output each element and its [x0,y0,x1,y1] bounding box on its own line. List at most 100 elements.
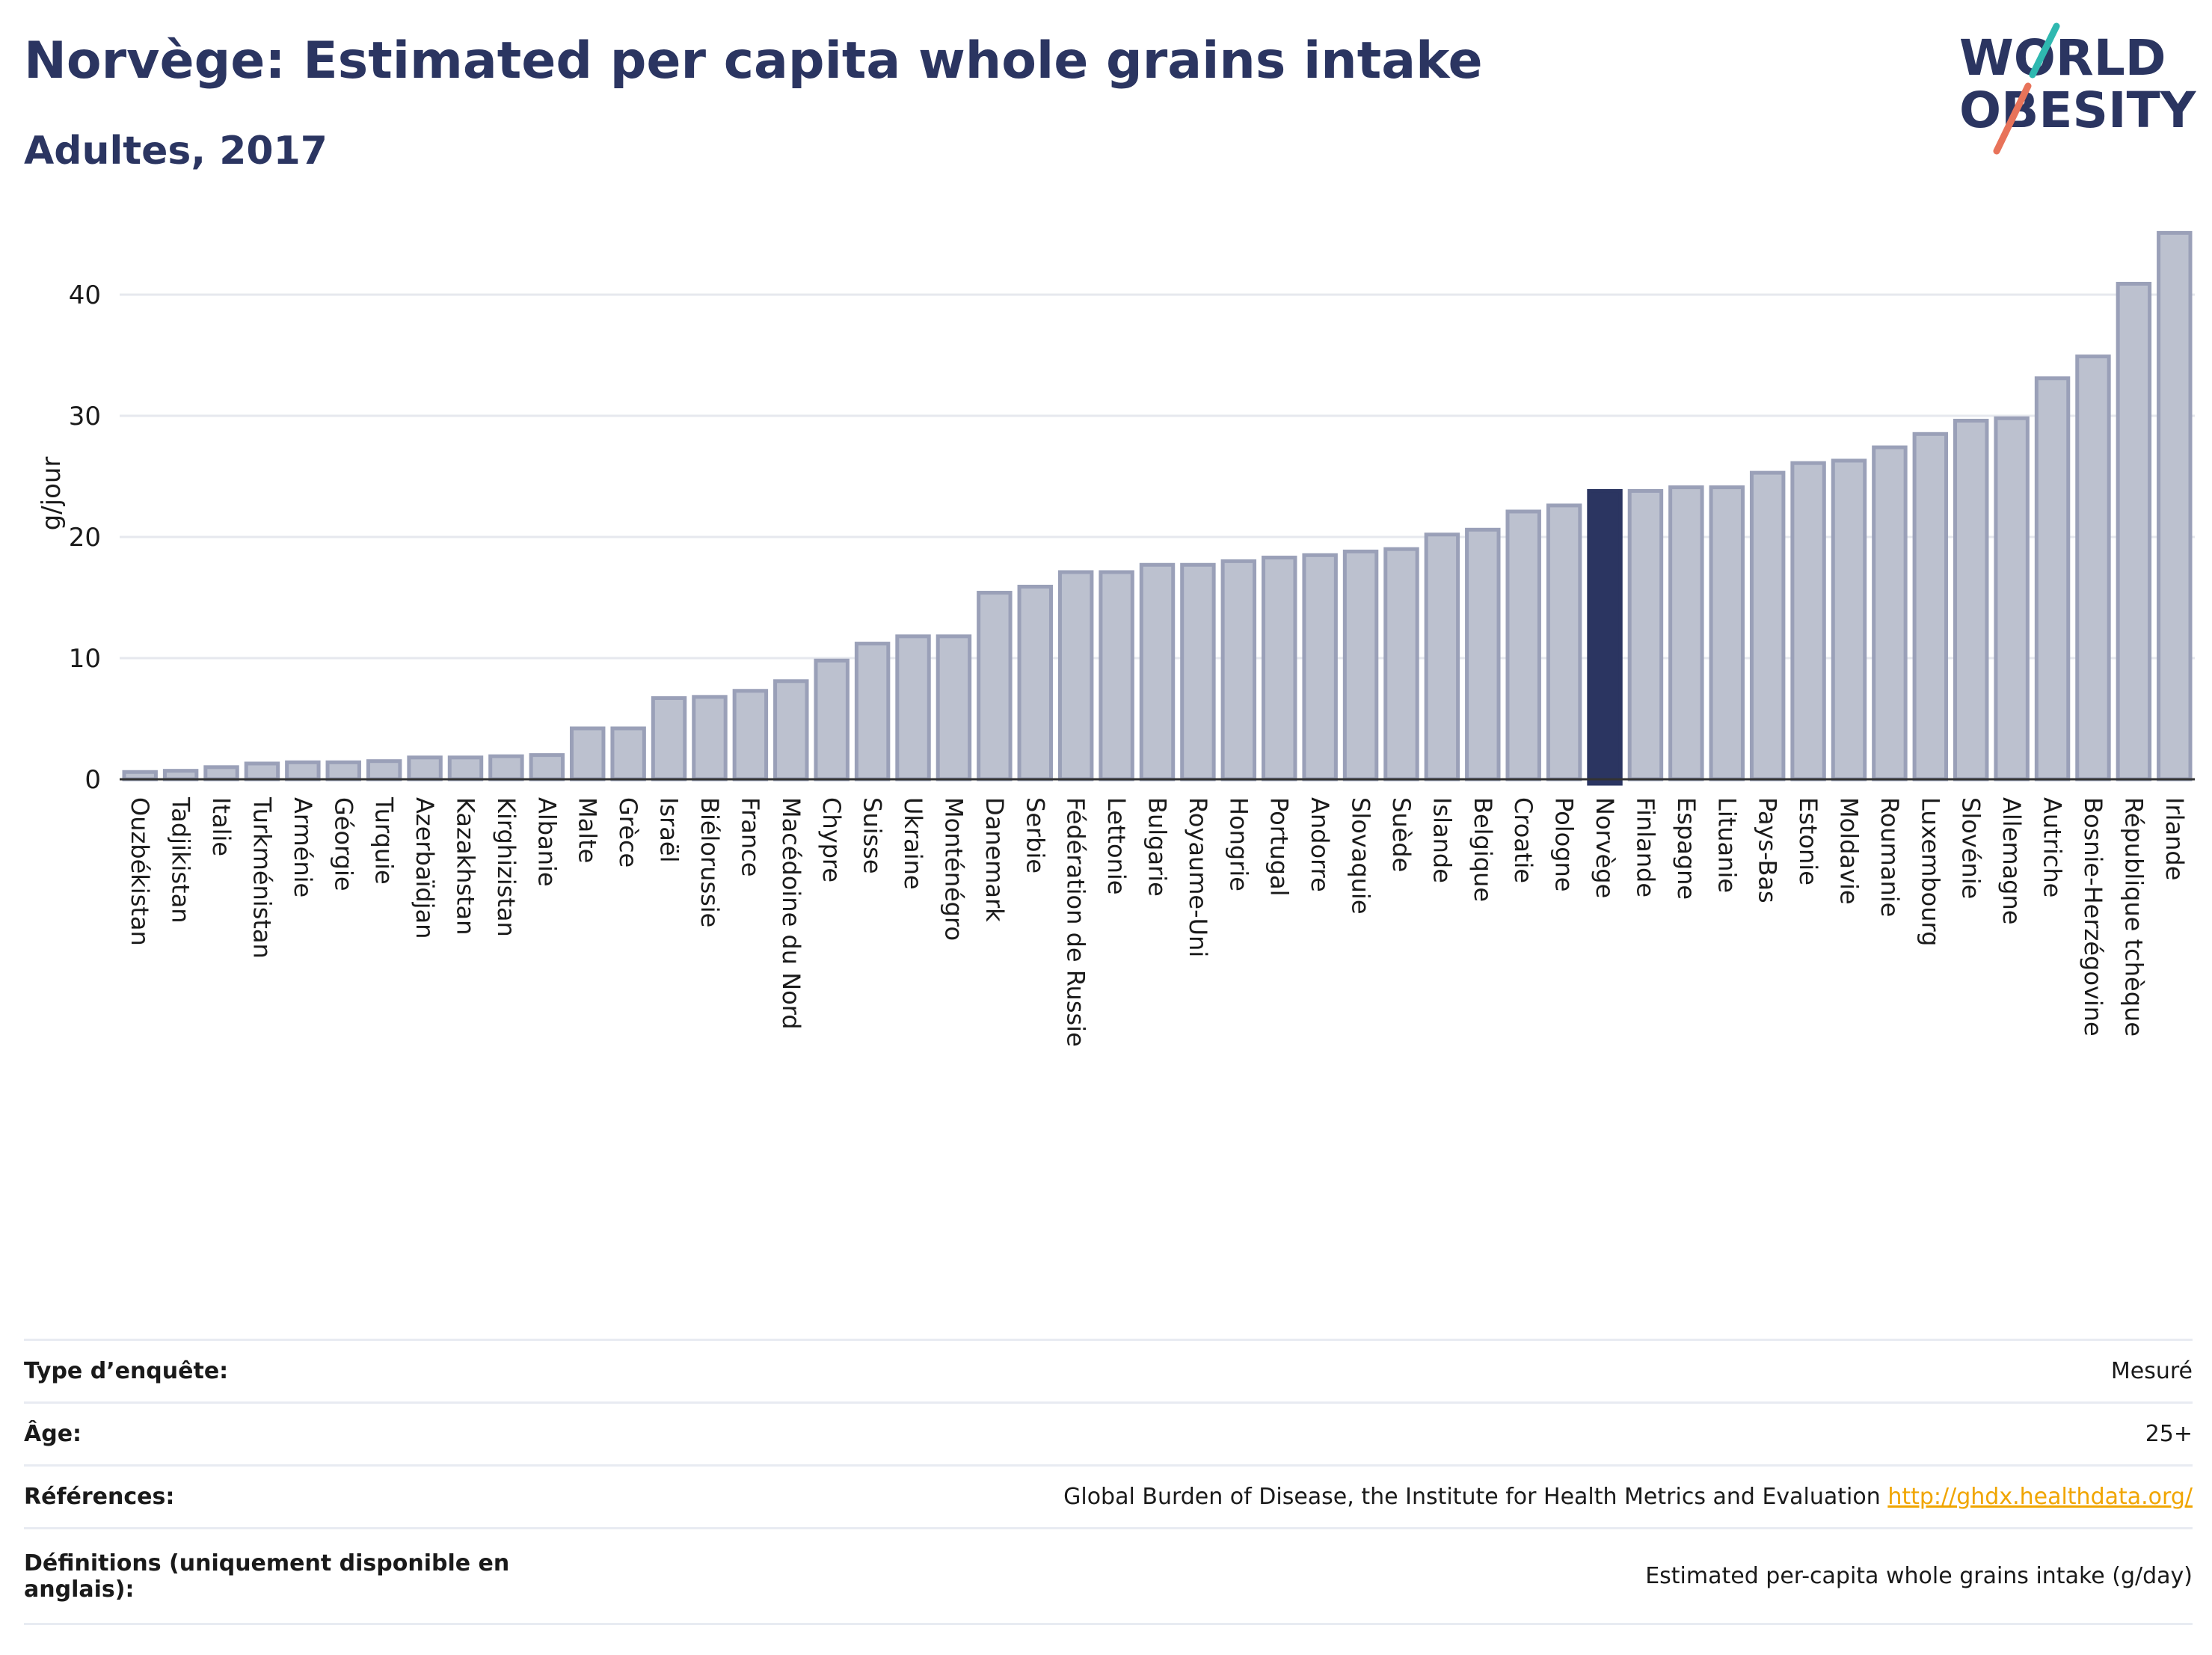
x-tick-label: Chypre [817,797,846,882]
bar-Albanie [529,753,565,782]
logo-slash-coral [1993,82,2032,155]
info-value-text: 25+ [2145,1421,2193,1447]
logo-text-obesity: OBESITY [1959,82,2197,139]
x-tick-label: Ouzbékistan [126,797,154,946]
x-axis-labels: Ouzbékistan Tadjikistan Italie Turkménistan… [126,796,2189,1047]
x-tick-label: Pologne [1550,797,1579,891]
x-tick-label: Luxembourg [1916,797,1944,946]
bar-Slovénie [1953,418,1989,782]
bar-Suède [1383,547,1419,782]
bar-Macédoine du Nord [773,679,809,782]
logo-slash-teal [2029,22,2060,79]
bar-Turkménistan [244,761,280,782]
bar-Irlande [2157,230,2193,782]
bar-Malte [570,726,606,782]
info-label: Références: [24,1484,175,1510]
y-tick-label: 0 [85,765,101,795]
x-tick-label: Arménie [289,797,317,897]
info-value: Estimated per-capita whole grains intake… [1645,1563,2193,1589]
bar-Lituanie [1709,485,1745,782]
x-tick-label: Pays-Bas [1754,797,1782,903]
x-tick-label: Bosnie-Herzégovine [2079,797,2107,1037]
info-value: Mesuré [2111,1358,2193,1384]
logo-text-world: WORLD [1959,29,2166,87]
reference-link[interactable]: http://ghdx.healthdata.org/ [1887,1484,2193,1510]
bar-Royaume-Uni [1180,562,1216,782]
bar-Bulgarie [1139,562,1176,782]
x-tick-label: Israël [655,797,683,862]
info-label: Définitions (uniquement disponible en an… [24,1550,510,1603]
bar-Danemark [977,591,1013,782]
x-tick-label: Roumanie [1875,797,1904,917]
bar-Roumanie [1872,445,1908,782]
x-tick-label: Fédération de Russie [1062,797,1090,1047]
x-tick-label: Portugal [1265,797,1294,897]
bar-Portugal [1262,556,1297,782]
bar-Norvège [1587,488,1623,786]
bar-Pays-Bas [1749,470,1786,782]
x-tick-label: Kazakhstan [452,797,480,935]
bar-Luxembourg [1912,432,1949,782]
x-tick-label: Royaume-Uni [1184,797,1212,957]
x-tick-label: Finlande [1631,797,1659,897]
bar-chart: Ouzbékistan Tadjikistan Italie Turkménistan… [37,230,2195,1047]
bar-Turquie [366,759,402,782]
chart-subtitle: Adultes, 2017 [24,129,328,174]
info-value: 25+ [2145,1421,2193,1447]
x-tick-label: Suède [1387,797,1416,872]
x-tick-label: Géorgie [329,797,357,891]
x-tick-label: Lettonie [1102,797,1131,894]
info-value-text: Mesuré [2110,1358,2193,1384]
bar-Slovaquie [1342,549,1379,782]
x-tick-label: Ukraine [899,797,927,890]
bar-France [732,689,769,782]
x-tick-label: Italie [207,797,236,856]
x-tick-label: Tadjikistan [167,796,195,923]
x-tick-label: Turquie [370,796,399,885]
x-tick-label: Suisse [858,797,887,874]
bar-Croatie [1505,509,1541,782]
bar-Grèce [610,726,646,782]
bar-Arménie [285,760,321,782]
bar-Azerbaïdjan [407,755,443,782]
bar-Estonie [1790,461,1826,782]
x-tick-label: Bulgarie [1143,797,1172,897]
x-tick-label: Irlande [2160,797,2189,880]
bar-Serbie [1017,584,1053,782]
world-obesity-logo: WORLD OBESITY [1959,22,2197,155]
x-tick-label: Autriche [2039,797,2067,897]
bar-Lettonie [1099,570,1134,782]
y-tick-label: 20 [69,523,101,553]
x-tick-label: Allemagne [1997,797,2026,924]
y-tick-label: 30 [69,402,101,432]
x-tick-label: Espagne [1672,797,1701,900]
x-tick-label: Grèce [614,797,642,868]
y-axis-ticks: 0 10 20 30 40 [69,280,101,795]
bar-Espagne [1668,485,1704,782]
bar-Belgique [1465,527,1501,782]
bar-Finlande [1627,488,1664,782]
x-tick-label: Monténégro [939,797,968,941]
x-tick-label: Belgique [1469,797,1497,902]
x-tick-label: Azerbaïdjan [411,797,439,939]
bar-Allemagne [1994,416,2030,782]
y-tick-label: 40 [69,280,101,310]
x-tick-label: Hongrie [1224,797,1253,891]
info-table-bottom-rule [24,1623,2193,1625]
bar-Biélorussie [692,695,728,782]
info-row: Âge: 25+ [24,1401,2193,1464]
bar-Pologne [1546,503,1582,782]
x-tick-label: Croatie [1509,797,1537,883]
info-value: Global Burden of Disease, the Institute … [1063,1484,2193,1510]
bar-Israël [651,696,687,782]
x-tick-label: Islande [1428,797,1456,883]
info-label: Type d’enquête: [24,1358,229,1384]
info-row: Type d’enquête: Mesuré [24,1339,2193,1401]
x-tick-label: Slovaquie [1347,797,1375,915]
bar-Moldavie [1831,458,1867,782]
x-tick-label: Malte [574,797,602,863]
bar-Suisse [854,642,891,782]
bar-Autriche [2034,376,2071,782]
x-tick-label: Macédoine du Nord [777,797,805,1030]
bar-Bosnie-Herzégovine [2075,354,2111,782]
